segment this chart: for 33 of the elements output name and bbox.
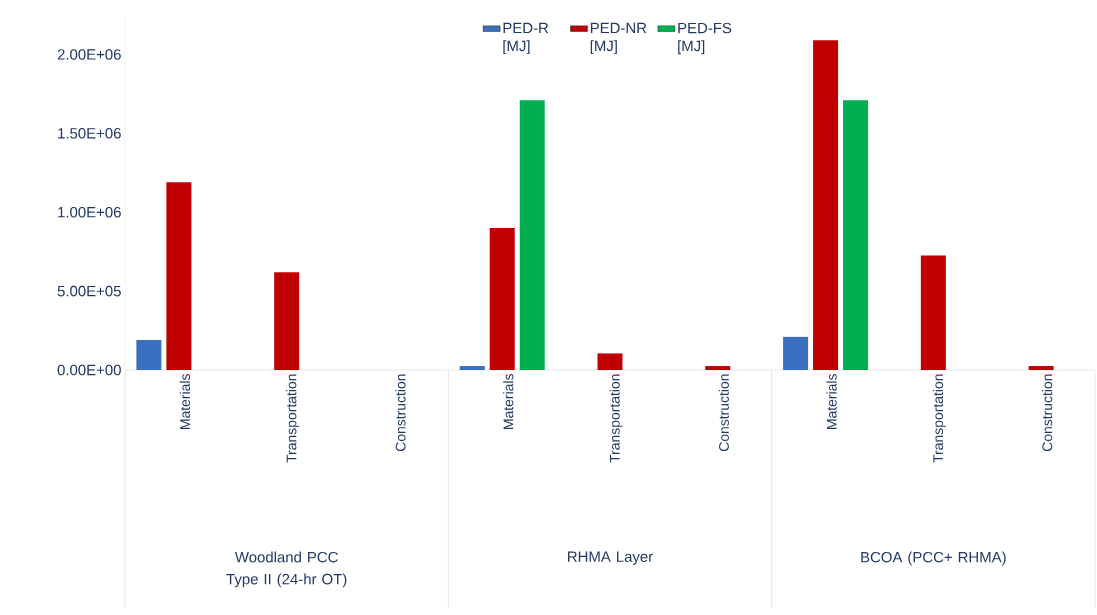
x-tick-label: Transportation: [932, 374, 946, 463]
bar: [813, 40, 839, 370]
y-tick-label: 2.00E+06: [57, 49, 121, 60]
bar: [519, 100, 545, 370]
x-tick-label: Construction: [1042, 374, 1053, 452]
bar: [136, 340, 162, 370]
text: BCOA (PCC+ RHMA): [861, 551, 1006, 566]
bar: [489, 228, 515, 370]
y-tick-label: 1.00E+06: [58, 206, 121, 218]
bar: [920, 255, 946, 370]
x-tick-label: Transportation: [609, 374, 623, 463]
y-tick-label: 1.50E+06: [58, 128, 121, 139]
y-tick-label: 0.00E+00: [57, 364, 121, 376]
x-tick-label: Materials: [503, 374, 514, 429]
bar: [274, 272, 300, 370]
x-tick-label: Construction: [718, 374, 729, 452]
y-tick-label: 5.00E+05: [57, 285, 121, 297]
bar: [166, 182, 192, 370]
x-tick-label: Materials: [826, 374, 837, 429]
bar: [597, 353, 623, 370]
text: RHMA Layer: [568, 551, 653, 565]
bar: [843, 100, 869, 370]
bar: [1028, 366, 1054, 370]
bar: [459, 366, 485, 370]
text: Woodland PCC Type II (24-hr OT): [226, 551, 347, 588]
legend-label: PED-R [MJ]: [503, 22, 549, 55]
legend-label: PED-FS [MJ]: [678, 22, 732, 55]
legend-label: PED-NR [MJ]: [590, 22, 647, 55]
x-tick-label: Materials: [179, 374, 191, 429]
x-tick-label: Transportation: [286, 374, 300, 463]
bar: [705, 366, 731, 370]
x-tick-label: Construction: [395, 374, 406, 452]
bar: [783, 336, 809, 370]
